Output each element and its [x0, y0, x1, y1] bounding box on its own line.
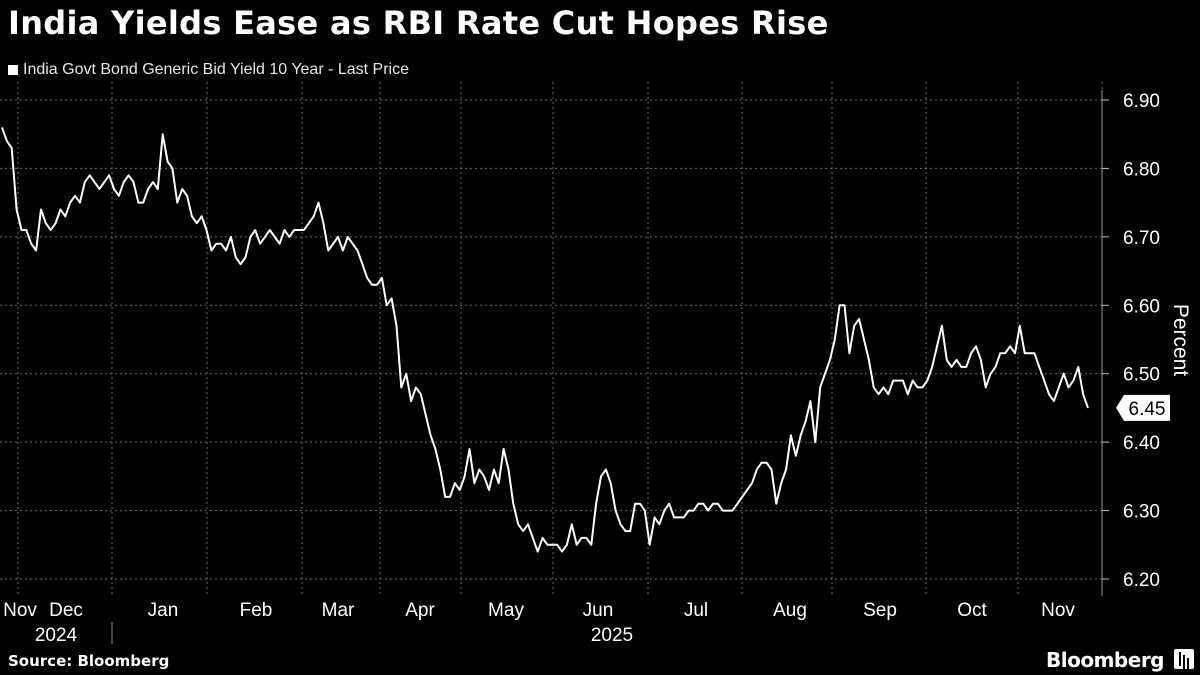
x-month-label: Mar	[322, 600, 355, 621]
y-tick-label: 6.20	[1123, 570, 1160, 591]
y-tick-label: 6.50	[1123, 365, 1160, 386]
source-label: Source: Bloomberg	[8, 652, 170, 670]
x-year-label: 2025	[591, 625, 633, 646]
x-month-label: Dec	[49, 600, 83, 621]
x-month-label: Nov	[1041, 600, 1075, 621]
last-value-callout-box	[1116, 394, 1170, 421]
x-month-label: Jul	[684, 600, 708, 621]
x-month-label: Oct	[957, 600, 987, 621]
x-month-label: Aug	[773, 600, 807, 621]
x-month-label: Jun	[583, 600, 614, 621]
y-tick-label: 6.70	[1123, 228, 1160, 249]
legend-swatch	[8, 65, 18, 75]
x-month-label: Apr	[405, 600, 435, 621]
y-tick-label: 6.30	[1123, 502, 1160, 523]
bloomberg-logo: Bloomberg	[1046, 648, 1164, 672]
last-value-label: 6.45	[1129, 399, 1166, 420]
y-tick-label: 6.40	[1123, 433, 1160, 454]
y-axis-label: Percent	[1169, 304, 1192, 377]
legend: India Govt Bond Generic Bid Yield 10 Yea…	[8, 61, 409, 79]
bloomberg-terminal-icon	[1174, 649, 1194, 669]
legend-label: India Govt Bond Generic Bid Yield 10 Yea…	[23, 61, 410, 78]
chart-title: India Yields Ease as RBI Rate Cut Hopes …	[8, 4, 829, 42]
x-month-label: Nov	[3, 600, 37, 621]
x-month-label: May	[488, 600, 524, 621]
y-tick-label: 6.90	[1123, 91, 1160, 112]
x-year-label: 2024	[35, 625, 78, 646]
y-tick-label: 6.80	[1123, 159, 1160, 180]
y-tick-label: 6.60	[1123, 296, 1160, 317]
x-month-label: Feb	[240, 600, 273, 621]
yield-series-line	[1, 127, 1089, 553]
x-month-label: Sep	[863, 600, 897, 621]
x-month-label: Jan	[148, 600, 179, 621]
